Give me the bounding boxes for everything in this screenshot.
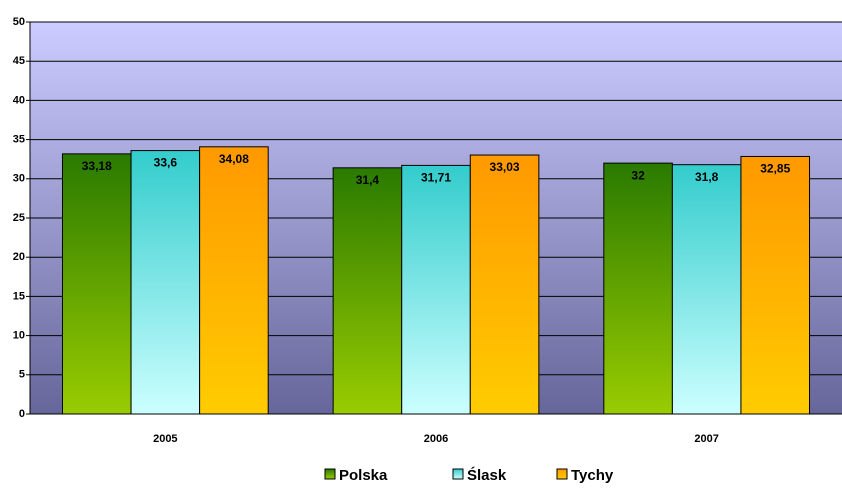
x-tick-label: 2005 [153, 433, 177, 445]
y-tick-label: 50 [13, 16, 25, 28]
legend-swatch [324, 468, 336, 480]
bar [469, 154, 540, 415]
value-label: 33,18 [82, 159, 112, 173]
x-tick-label: 2007 [694, 433, 718, 445]
legend-swatch [452, 468, 464, 480]
bar [61, 153, 132, 415]
legend-label: Ślask [467, 466, 507, 484]
legend-label: Tychy [571, 467, 614, 484]
bar [332, 167, 403, 415]
value-label: 32 [631, 168, 645, 182]
value-label: 31,71 [421, 171, 451, 185]
y-tick-label: 40 [13, 94, 25, 106]
value-label: 31,8 [695, 170, 719, 184]
bar [401, 164, 471, 415]
bar [130, 150, 201, 415]
y-tick-label: 20 [13, 251, 25, 263]
x-tick-label: 2006 [424, 433, 448, 445]
value-label: 33,6 [154, 156, 178, 170]
y-tick-label: 25 [13, 212, 25, 224]
legend-swatch [556, 468, 568, 480]
bar [671, 164, 742, 415]
y-tick-label: 30 [13, 173, 25, 185]
value-label: 31,4 [356, 173, 380, 187]
bar [740, 155, 811, 415]
value-label: 33,03 [490, 160, 520, 174]
y-tick-label: 15 [13, 290, 25, 302]
legend-label: Polska [339, 467, 388, 484]
bar [603, 162, 673, 415]
y-tick-label: 35 [13, 134, 25, 146]
value-label: 34,08 [219, 152, 249, 166]
y-tick-label: 5 [19, 369, 25, 381]
y-tick-label: 10 [13, 330, 25, 342]
value-label: 32,85 [760, 162, 790, 176]
y-tick-label: 0 [19, 408, 25, 420]
y-tick-label: 45 [13, 55, 25, 67]
bar [199, 146, 269, 415]
